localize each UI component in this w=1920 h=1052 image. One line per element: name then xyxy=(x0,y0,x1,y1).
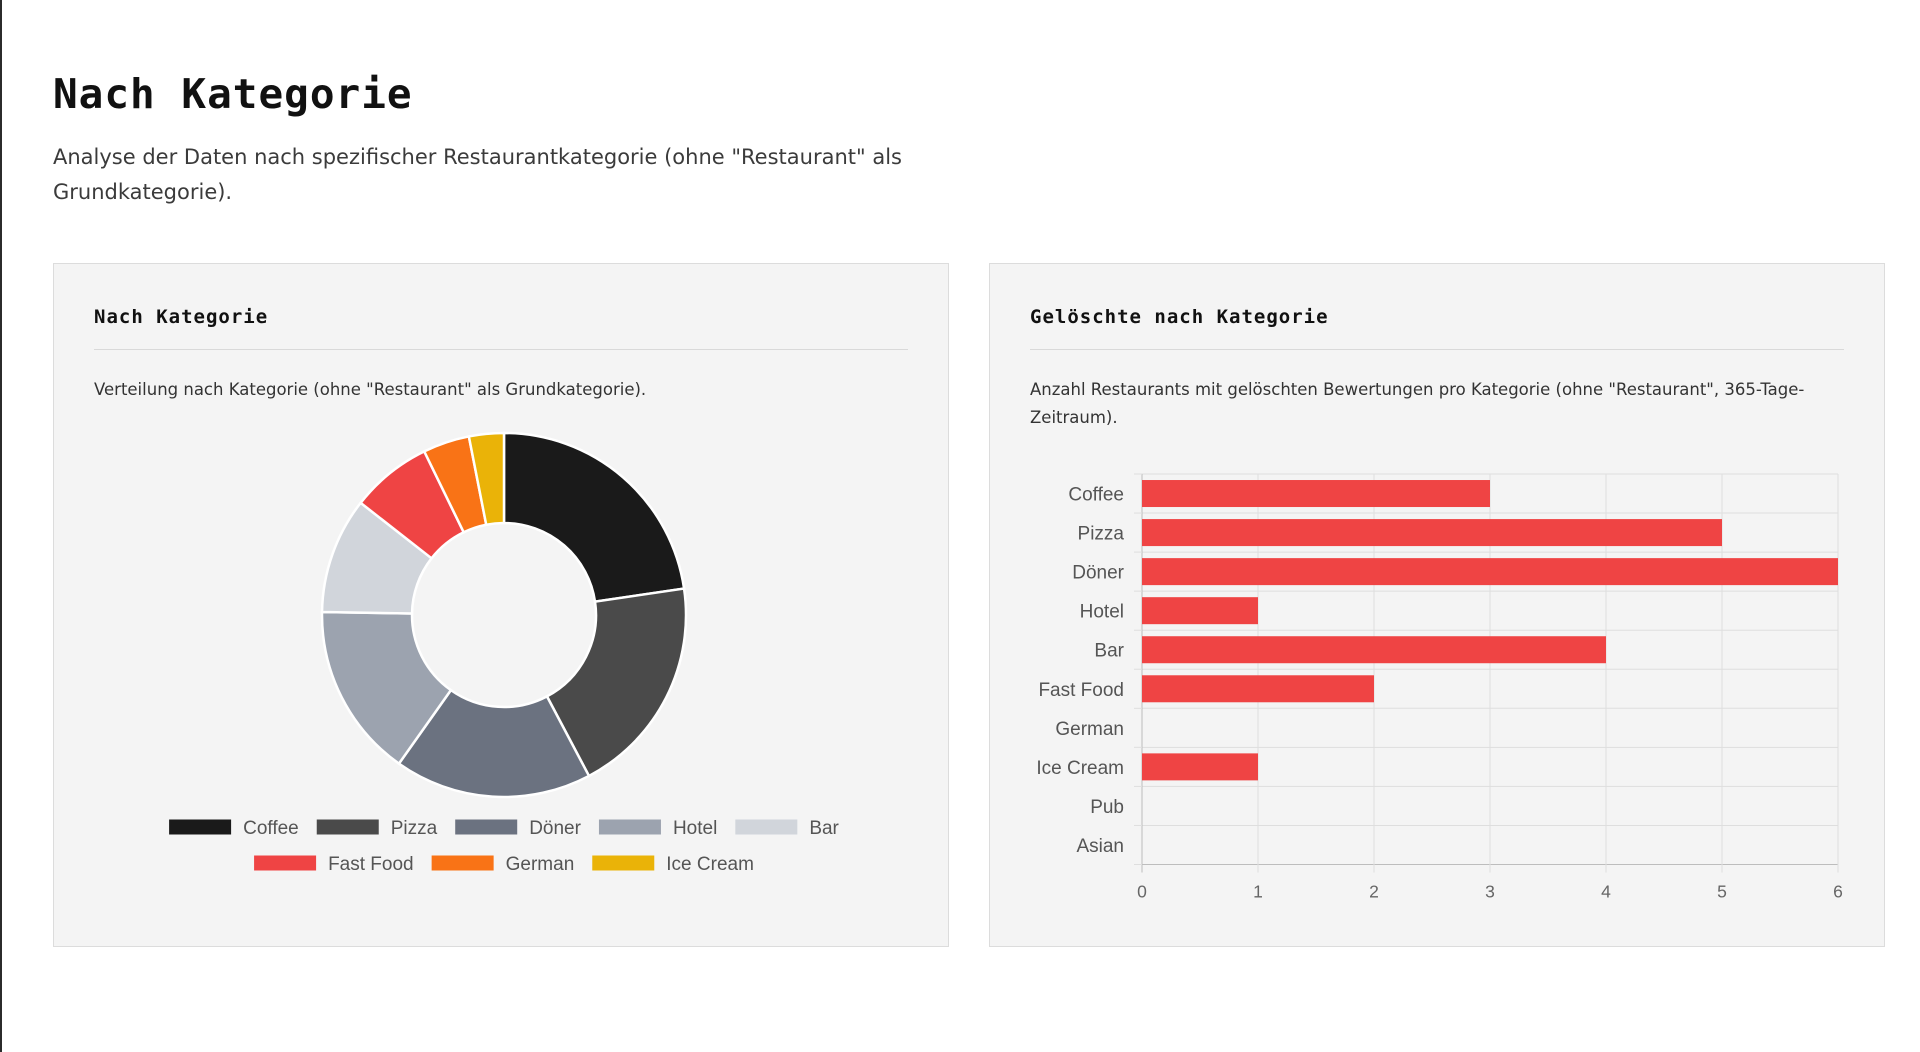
y-category-label: Pub xyxy=(1090,797,1124,818)
card-title: Gelöschte nach Kategorie xyxy=(1030,306,1329,328)
y-category-label: Bar xyxy=(1094,641,1124,662)
legend-label[interactable]: Ice Cream xyxy=(666,854,754,875)
card-title: Nach Kategorie xyxy=(94,306,269,328)
doughnut-slice-ice-cream[interactable] xyxy=(467,431,506,527)
legend-label[interactable]: German xyxy=(506,854,575,875)
legend-swatch xyxy=(254,855,317,871)
legend-label[interactable]: Fast Food xyxy=(328,854,414,875)
x-tick-label: 5 xyxy=(1717,882,1727,902)
card-divider xyxy=(1030,349,1844,350)
legend-swatch xyxy=(169,819,232,835)
card-description: Anzahl Restaurants mit gelöschten Bewert… xyxy=(1030,380,1805,427)
bar-coffee[interactable] xyxy=(1142,480,1490,508)
y-category-label: Hotel xyxy=(1080,602,1124,623)
legend-swatch xyxy=(316,819,379,835)
bar-pizza[interactable] xyxy=(1142,519,1722,547)
page-subtitle: Analyse der Daten nach spezifischer Rest… xyxy=(53,145,902,204)
y-category-label: Asian xyxy=(1076,836,1124,857)
x-tick-label: 0 xyxy=(1137,882,1147,902)
deleted-by-category-card: Gelöschte nach Kategorie Anzahl Restaura… xyxy=(989,263,1885,947)
legend-label[interactable]: Döner xyxy=(529,818,581,839)
doughnut-slice-döner[interactable] xyxy=(397,688,591,799)
bar-ice-cream[interactable] xyxy=(1142,753,1258,781)
card-divider xyxy=(94,349,908,350)
legend-label[interactable]: Coffee xyxy=(243,818,299,839)
category-distribution-card: Nach Kategorie Verteilung nach Kategorie… xyxy=(53,263,949,947)
legend-swatch xyxy=(735,819,798,835)
legend-swatch xyxy=(598,819,661,835)
x-tick-label: 3 xyxy=(1485,882,1495,902)
left-border-rule xyxy=(0,0,2,1052)
x-tick-label: 6 xyxy=(1833,882,1843,902)
x-tick-label: 1 xyxy=(1253,882,1263,902)
card-description: Verteilung nach Kategorie (ohne "Restaur… xyxy=(94,380,647,399)
bar-döner[interactable] xyxy=(1142,558,1838,586)
x-tick-label: 4 xyxy=(1601,882,1611,902)
bar-fast-food[interactable] xyxy=(1142,675,1374,703)
y-category-label: Ice Cream xyxy=(1036,758,1124,779)
y-category-label: Döner xyxy=(1072,563,1124,584)
legend-label[interactable]: Pizza xyxy=(391,818,438,839)
y-category-label: Fast Food xyxy=(1038,680,1124,701)
legend-label[interactable]: Hotel xyxy=(673,818,717,839)
y-category-label: Coffee xyxy=(1068,485,1124,506)
legend-label[interactable]: Bar xyxy=(809,818,839,839)
y-category-label: German xyxy=(1055,719,1124,740)
page-title: Nach Kategorie xyxy=(53,70,413,118)
legend-swatch xyxy=(431,855,494,871)
horizontal-bar-chart: 0 1 2 3 4 5 6 Coffee Pizza Döner Hotel Bar Fast Food… xyxy=(1036,473,1843,902)
bar-hotel[interactable] xyxy=(1142,597,1258,625)
y-category-label: Pizza xyxy=(1078,524,1125,545)
doughnut-slice-coffee[interactable] xyxy=(502,431,686,604)
x-tick-label: 2 xyxy=(1369,882,1379,902)
legend-swatch xyxy=(455,819,518,835)
doughnut-slice-pizza[interactable] xyxy=(545,587,688,778)
doughnut-chart: Coffee Pizza Döner Hotel Bar Fast Food German I… xyxy=(169,431,840,875)
legend-swatch xyxy=(592,855,655,871)
bar-bar[interactable] xyxy=(1142,636,1606,664)
